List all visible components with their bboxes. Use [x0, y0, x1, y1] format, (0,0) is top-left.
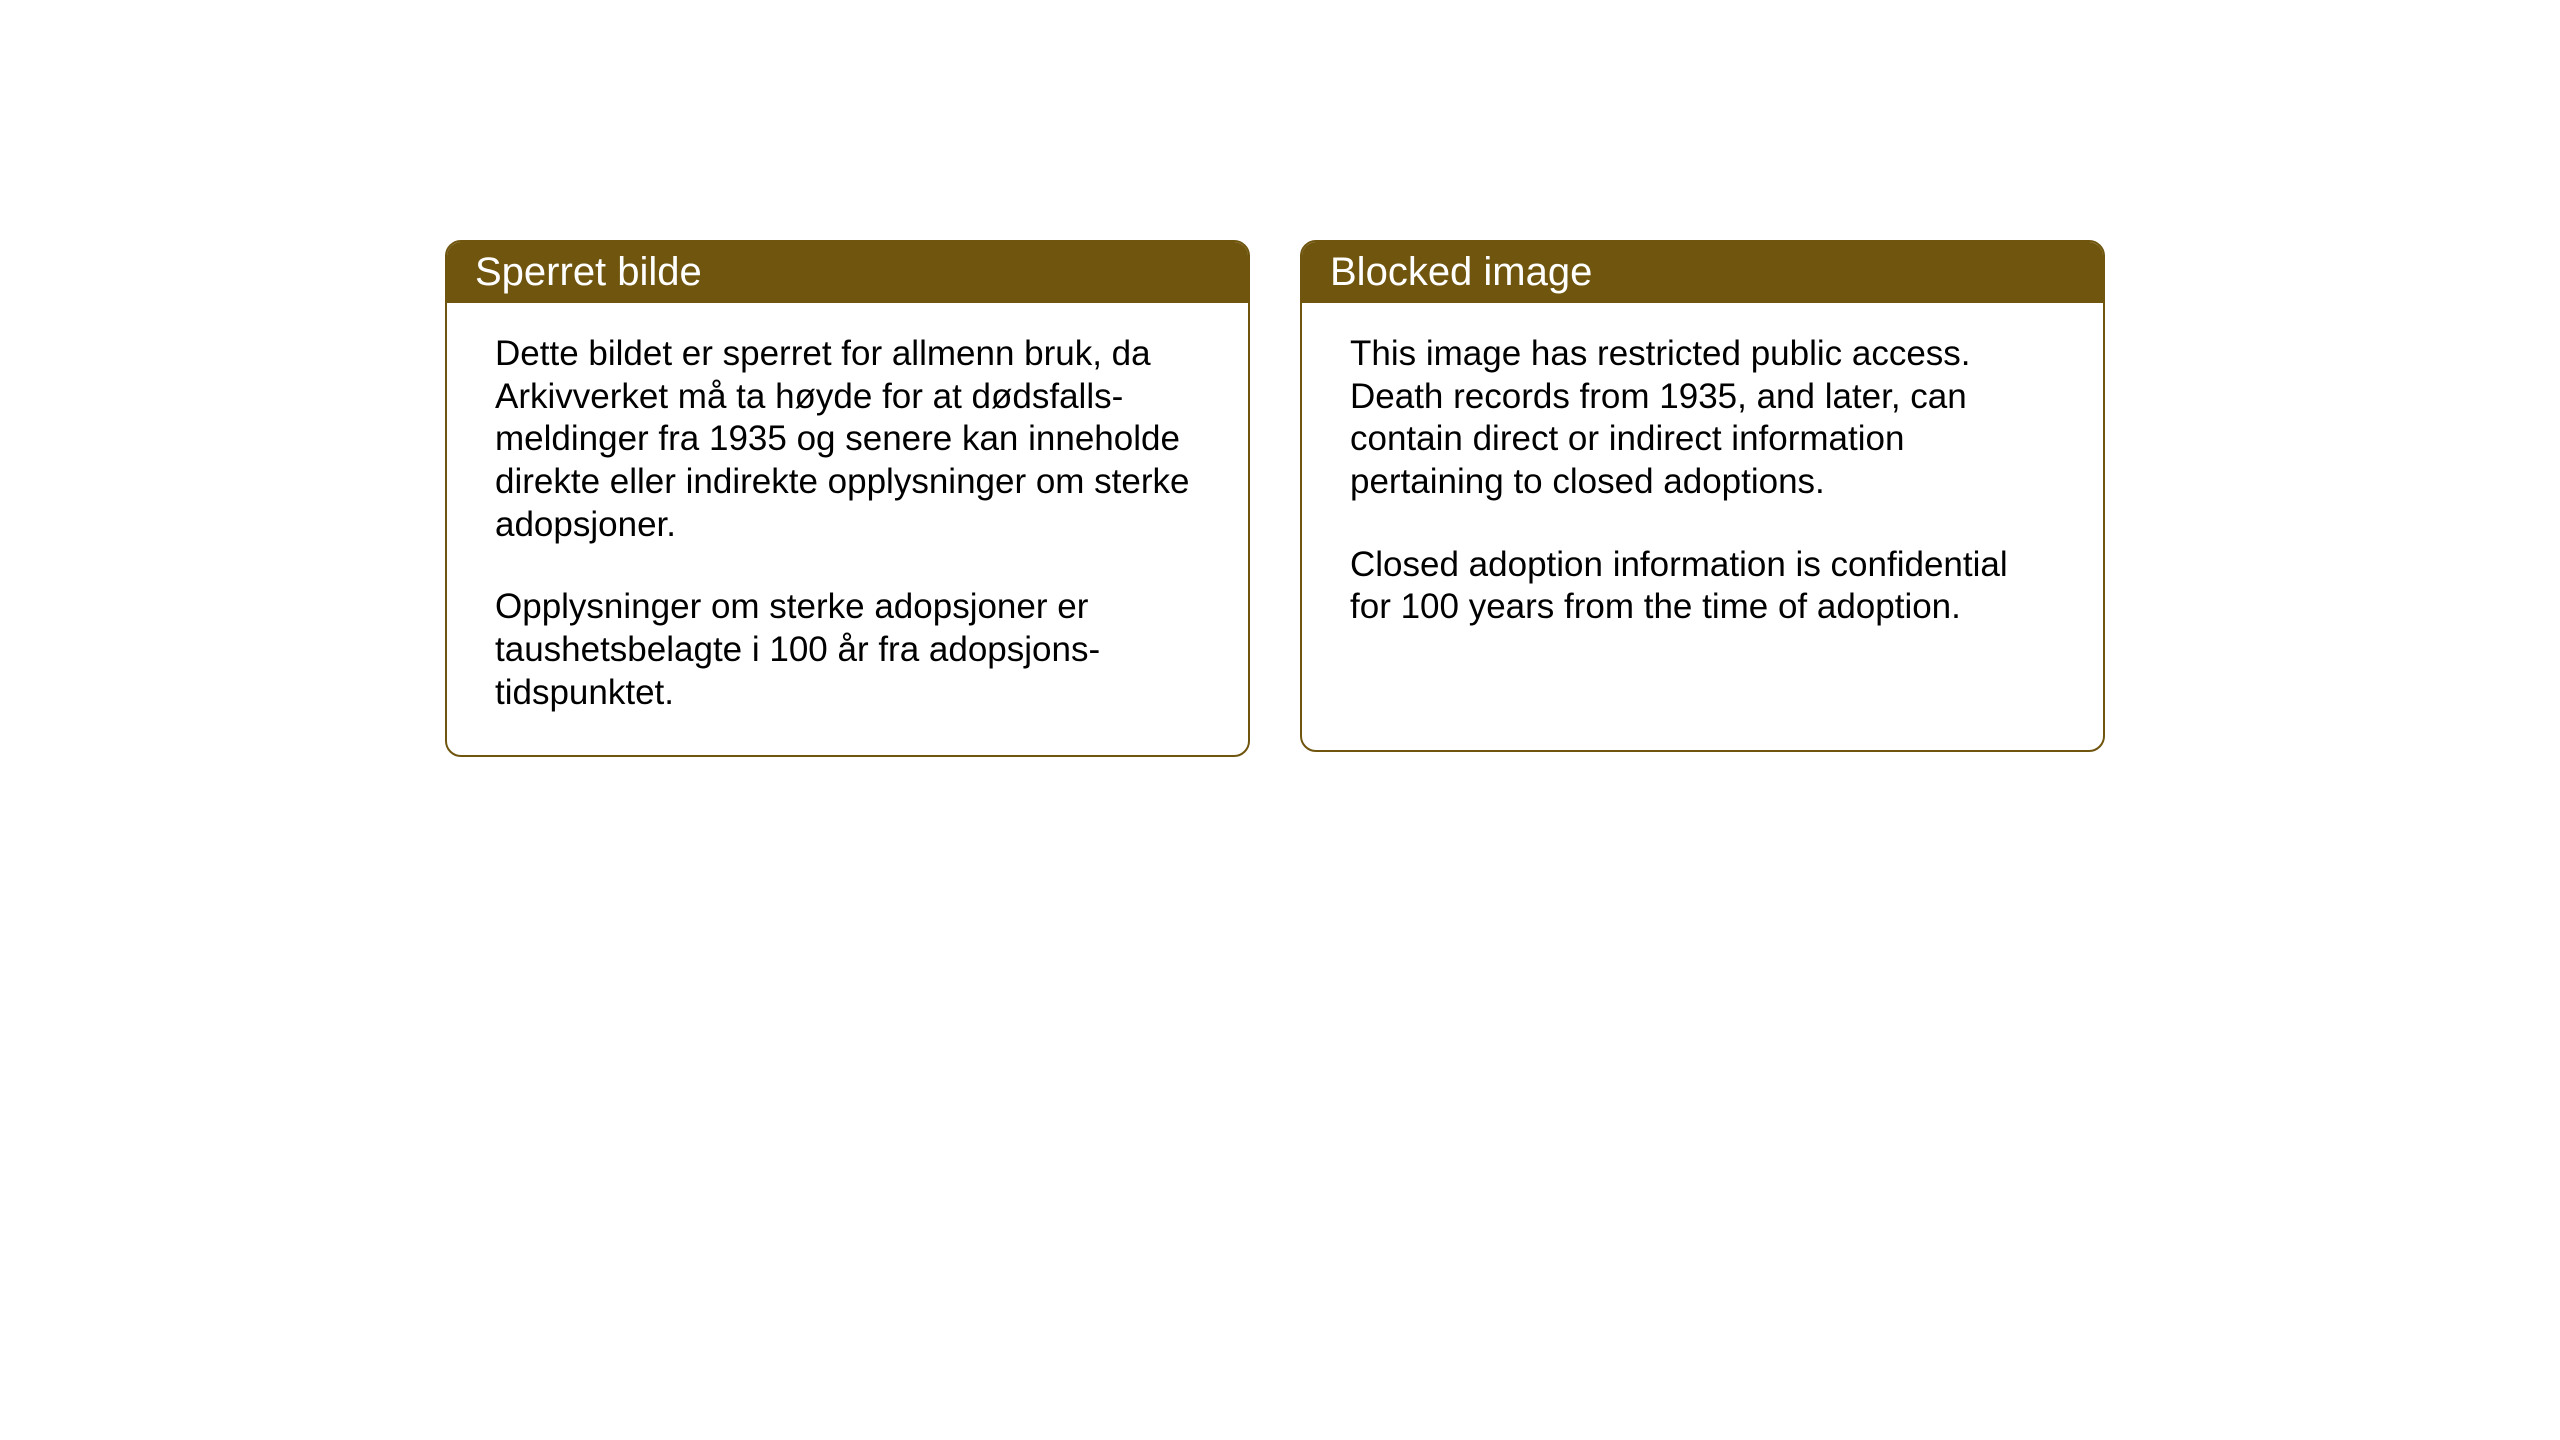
notice-header-english: Blocked image — [1302, 242, 2103, 303]
notice-card-english: Blocked image This image has restricted … — [1300, 240, 2105, 752]
notice-card-norwegian: Sperret bilde Dette bildet er sperret fo… — [445, 240, 1250, 757]
notice-title-norwegian: Sperret bilde — [475, 250, 702, 294]
notice-paragraph-1-english: This image has restricted public access.… — [1350, 333, 2055, 504]
notice-paragraph-2-english: Closed adoption information is confident… — [1350, 544, 2055, 629]
notice-title-english: Blocked image — [1330, 250, 1592, 294]
notice-body-norwegian: Dette bildet er sperret for allmenn bruk… — [447, 303, 1248, 755]
notice-paragraph-1-norwegian: Dette bildet er sperret for allmenn bruk… — [495, 333, 1200, 546]
notice-body-english: This image has restricted public access.… — [1302, 303, 2103, 669]
notice-header-norwegian: Sperret bilde — [447, 242, 1248, 303]
notice-paragraph-2-norwegian: Opplysninger om sterke adopsjoner er tau… — [495, 586, 1200, 714]
notice-container: Sperret bilde Dette bildet er sperret fo… — [445, 240, 2105, 757]
